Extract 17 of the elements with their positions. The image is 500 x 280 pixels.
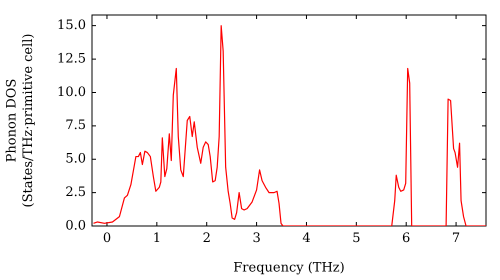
x-tick-label: 5 [352, 231, 360, 246]
y-axis-title: Phonon DOS (States/THz·primitive cell) [4, 33, 36, 208]
y-tick-label: 12.5 [57, 51, 86, 66]
x-axis-title: Frequency (THz) [233, 260, 345, 276]
x-tick-label: 0 [102, 231, 112, 246]
x-tick-label: 2 [202, 231, 211, 246]
x-tick-label: 4 [302, 231, 311, 246]
y-tick-label: 7.5 [65, 118, 86, 134]
y-tick-label: 10.0 [57, 84, 86, 100]
x-tick-label: 3 [252, 231, 261, 246]
y-tick-label: 0.0 [65, 218, 86, 234]
y-tick-label: 5.0 [65, 152, 86, 167]
x-tick-label: 1 [152, 231, 161, 246]
x-tick-label: 6 [402, 231, 410, 246]
y-tick-label: 15.0 [57, 18, 86, 34]
y-tick-label: 2.5 [65, 184, 86, 200]
x-tick-label: 7 [452, 231, 460, 246]
